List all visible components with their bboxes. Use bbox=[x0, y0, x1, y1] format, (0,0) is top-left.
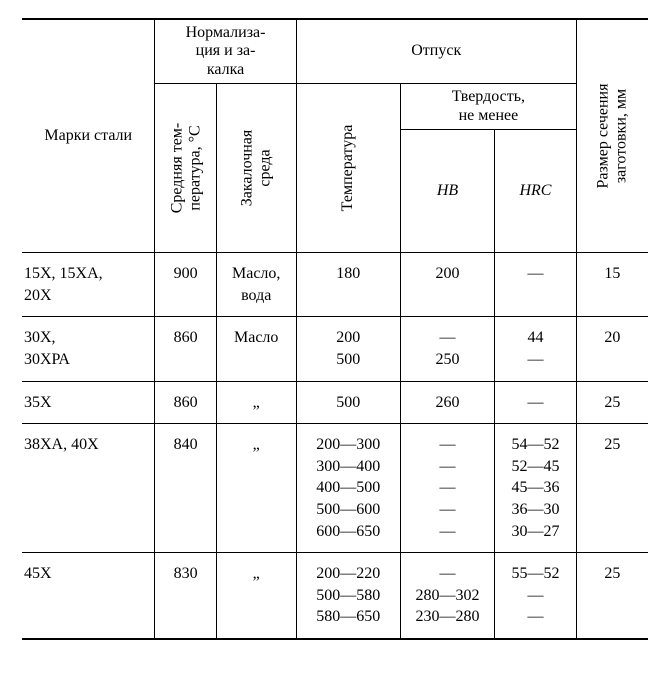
cell-norm-temp: 840 bbox=[155, 424, 216, 553]
col-header-avg-temp: Средняя тем-пература, °С bbox=[155, 84, 216, 253]
table-row: 15Х, 15ХА,20Х900Масло,вода180200—15 bbox=[22, 253, 648, 317]
cell-size: 15 bbox=[576, 253, 648, 317]
cell-norm-temp: 860 bbox=[155, 317, 216, 381]
table-row: 45Х830„200—220500—580580—650—280—302230—… bbox=[22, 553, 648, 639]
cell-temper-temp: 200500 bbox=[296, 317, 400, 381]
col-header-mark: Марки стали bbox=[22, 19, 155, 253]
group-header-normalization: Нормализа-ция и за-калка bbox=[155, 19, 296, 84]
col-header-hb: HB bbox=[400, 129, 494, 252]
table-row: 30Х,30ХРА860Масло200500—25044—20 bbox=[22, 317, 648, 381]
group-header-hardness: Твердость,не менее bbox=[400, 84, 576, 130]
col-header-temper-temp: Температура bbox=[296, 84, 400, 253]
cell-size: 25 bbox=[576, 553, 648, 639]
cell-quench-medium: „ bbox=[216, 553, 296, 639]
cell-mark: 35Х bbox=[22, 381, 155, 424]
cell-hb: —250 bbox=[400, 317, 494, 381]
cell-hrc: — bbox=[495, 253, 577, 317]
cell-quench-medium: Масло,вода bbox=[216, 253, 296, 317]
cell-size: 20 bbox=[576, 317, 648, 381]
cell-hb: 200 bbox=[400, 253, 494, 317]
cell-norm-temp: 830 bbox=[155, 553, 216, 639]
steel-heat-treatment-table: Марки стали Нормализа-ция и за-калка Отп… bbox=[22, 18, 648, 640]
cell-hb: 260 bbox=[400, 381, 494, 424]
table-body: 15Х, 15ХА,20Х900Масло,вода180200—1530Х,3… bbox=[22, 253, 648, 639]
cell-norm-temp: 860 bbox=[155, 381, 216, 424]
cell-mark: 45Х bbox=[22, 553, 155, 639]
cell-hrc: — bbox=[495, 381, 577, 424]
cell-mark: 30Х,30ХРА bbox=[22, 317, 155, 381]
col-header-quench-medium: Закалочнаясреда bbox=[216, 84, 296, 253]
col-header-size: Размер сечениязаготовки, мм bbox=[576, 19, 648, 253]
cell-hrc: 44— bbox=[495, 317, 577, 381]
col-header-hrc: HRC bbox=[495, 129, 577, 252]
cell-size: 25 bbox=[576, 424, 648, 553]
cell-temper-temp: 200—300300—400400—500500—600600—650 bbox=[296, 424, 400, 553]
cell-temper-temp: 180 bbox=[296, 253, 400, 317]
cell-hrc: 55—52—— bbox=[495, 553, 577, 639]
cell-hb: —280—302230—280 bbox=[400, 553, 494, 639]
cell-mark: 15Х, 15ХА,20Х bbox=[22, 253, 155, 317]
cell-temper-temp: 500 bbox=[296, 381, 400, 424]
cell-norm-temp: 900 bbox=[155, 253, 216, 317]
cell-quench-medium: Масло bbox=[216, 317, 296, 381]
cell-size: 25 bbox=[576, 381, 648, 424]
cell-hb: ————— bbox=[400, 424, 494, 553]
cell-mark: 38ХА, 40Х bbox=[22, 424, 155, 553]
table-row: 35Х860„500260—25 bbox=[22, 381, 648, 424]
table-row: 38ХА, 40Х840„200—300300—400400—500500—60… bbox=[22, 424, 648, 553]
cell-temper-temp: 200—220500—580580—650 bbox=[296, 553, 400, 639]
cell-hrc: 54—5252—4545—3636—3030—27 bbox=[495, 424, 577, 553]
group-header-tempering: Отпуск bbox=[296, 19, 576, 84]
cell-quench-medium: „ bbox=[216, 424, 296, 553]
cell-quench-medium: „ bbox=[216, 381, 296, 424]
